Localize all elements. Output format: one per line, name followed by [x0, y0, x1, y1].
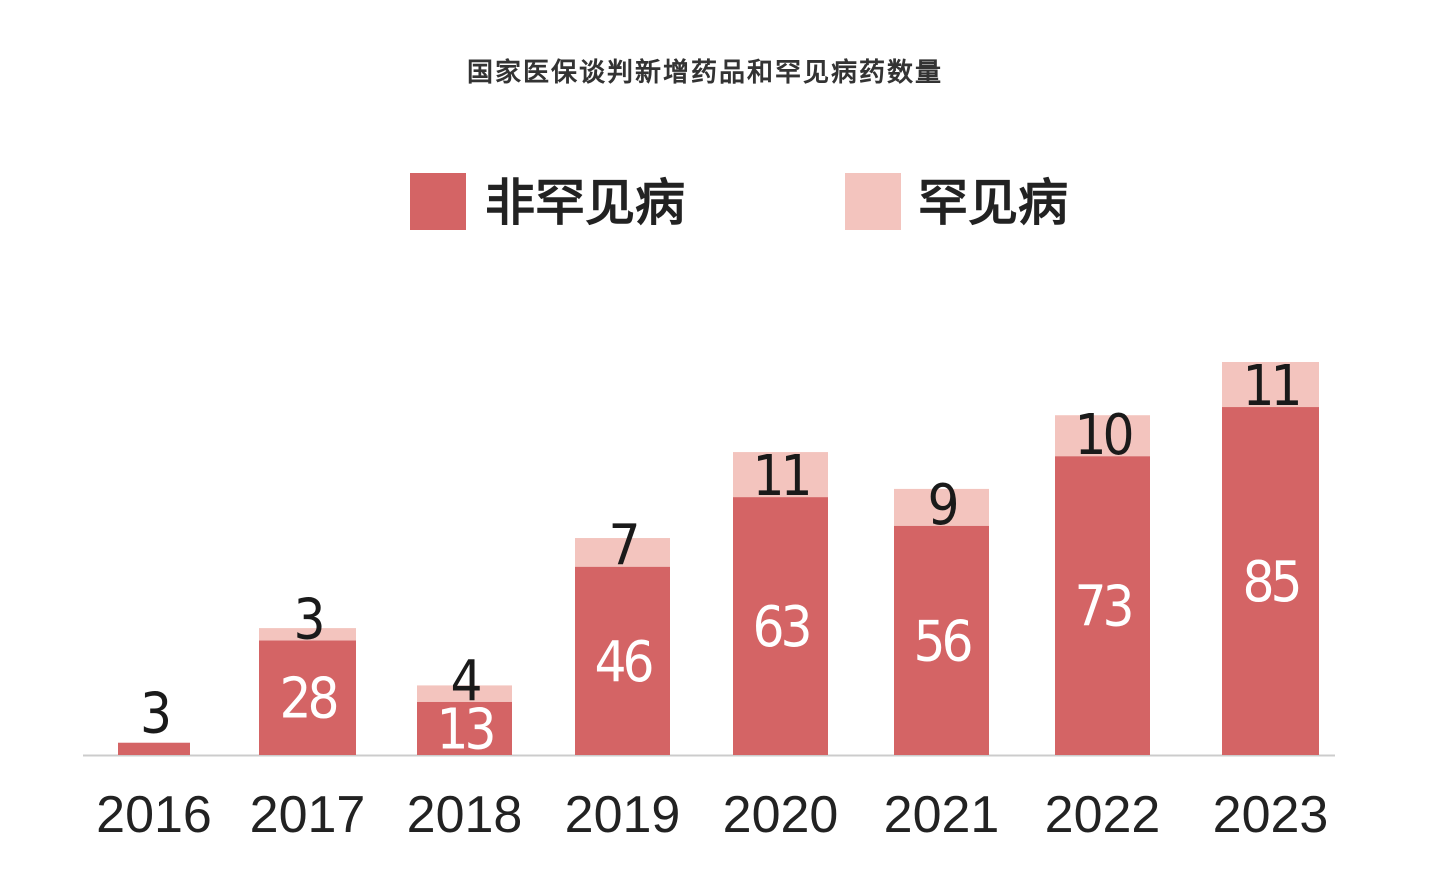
data-label-rare-2023: 11	[1242, 354, 1298, 419]
data-label-non-rare-2017: 28	[279, 667, 336, 732]
data-label-non-rare-2022: 73	[1074, 575, 1131, 640]
chart-title: 国家医保谈判新增药品和罕见病药数量	[466, 58, 943, 88]
bar-rare-2023	[1222, 362, 1319, 408]
bar-rare-2021	[894, 488, 989, 526]
legend-label-rare: 罕见病	[918, 174, 1068, 232]
data-label-rare-2017: 3	[293, 587, 322, 652]
bar-non-rare-2022	[1055, 456, 1150, 755]
x-tick-label-2019: 2019	[565, 786, 681, 844]
data-label-rare-2022: 10	[1074, 403, 1131, 468]
x-tick-label-2018: 2018	[407, 786, 523, 844]
data-label-non-rare-2020: 63	[752, 595, 809, 660]
data-label-non-rare-2023: 85	[1242, 550, 1298, 615]
data-label-non-rare-2021: 56	[913, 609, 970, 674]
bar-non-rare-2019	[575, 566, 670, 755]
data-label-non-rare-2018: 13	[436, 697, 493, 762]
legend-label-non-rare: 非罕见病	[485, 174, 685, 232]
bar-rare-2022	[1055, 415, 1150, 457]
bar-non-rare-2017	[259, 640, 356, 755]
bar-rare-2019	[575, 538, 670, 567]
bar-non-rare-2016	[118, 742, 190, 755]
bar-rare-2018	[417, 685, 512, 702]
bar-non-rare-2020	[733, 497, 828, 755]
x-tick-label-2022: 2022	[1045, 786, 1161, 844]
data-label-non-rare-2016: 3	[140, 682, 169, 747]
bar-non-rare-2023	[1222, 407, 1319, 755]
legend-swatch-rare	[845, 173, 901, 230]
data-label-non-rare-2019: 46	[594, 630, 651, 695]
x-tick-label-2017: 2017	[250, 786, 366, 844]
x-tick-label-2020: 2020	[723, 786, 839, 844]
x-tick-label-2021: 2021	[884, 786, 1000, 844]
x-tick-label-2016: 2016	[96, 786, 212, 844]
bar-rare-2017	[259, 628, 356, 641]
bar-non-rare-2021	[894, 525, 989, 755]
bar-rare-2020	[733, 452, 828, 498]
data-label-rare-2019: 7	[608, 514, 636, 579]
legend-swatch-non-rare	[410, 173, 466, 230]
data-label-rare-2021: 9	[927, 473, 956, 538]
bar-non-rare-2018	[417, 701, 512, 755]
data-label-rare-2020: 11	[752, 444, 808, 509]
x-tick-label-2023: 2023	[1213, 786, 1329, 844]
